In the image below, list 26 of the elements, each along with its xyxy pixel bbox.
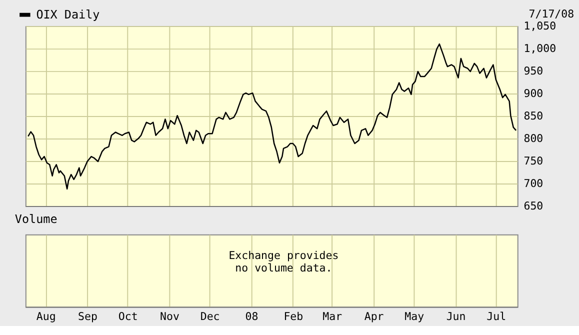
text: Nov xyxy=(160,310,180,323)
text: Apr xyxy=(364,310,384,323)
text: 7/17/08 xyxy=(528,7,574,20)
y-tick-label: 650 xyxy=(524,199,544,212)
text: Jul xyxy=(486,310,506,323)
text: Jun xyxy=(446,310,466,323)
text: Dec xyxy=(200,310,220,323)
text: Volume xyxy=(14,212,58,226)
y-tick-label: 1,000 xyxy=(524,42,556,55)
text: Aug xyxy=(36,310,56,323)
text: 08 xyxy=(245,310,258,323)
text: Mar xyxy=(322,310,342,323)
y-tick-label: 900 xyxy=(524,86,544,100)
text: Oct xyxy=(118,310,138,323)
y-tick-label: 750 xyxy=(524,154,544,168)
y-tick-label: 950 xyxy=(524,64,544,78)
y-tick-label: 800 xyxy=(524,132,544,145)
text: Feb xyxy=(284,310,304,323)
y-tick-label: 850 xyxy=(524,109,544,122)
line-series xyxy=(27,43,517,190)
legend-label: OIX Daily xyxy=(36,8,100,22)
text: Sep xyxy=(78,310,98,323)
y-tick-label: 1,050 xyxy=(524,19,556,32)
text: Exchange provides no volume data. xyxy=(228,248,339,275)
y-tick-label: 700 xyxy=(524,176,544,190)
text: May xyxy=(404,310,424,323)
